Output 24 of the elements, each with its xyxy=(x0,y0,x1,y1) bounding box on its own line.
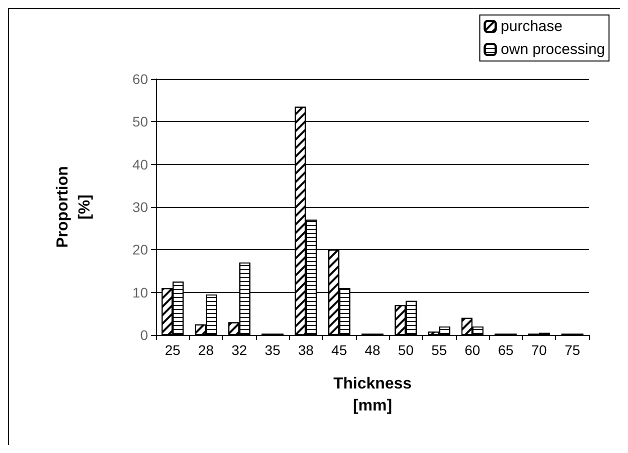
y-tick-label: 50 xyxy=(132,114,148,130)
y-tick-label: 0 xyxy=(140,327,148,343)
x-tick-label: 60 xyxy=(464,342,480,358)
x-tick-label: 25 xyxy=(164,342,181,358)
x-tick-label: 48 xyxy=(364,342,380,358)
y-tick-label: 40 xyxy=(132,156,148,172)
x-tick-label: 50 xyxy=(398,342,414,358)
x-tick-label: 38 xyxy=(298,342,314,358)
x-axis-title: Thickness [mm] xyxy=(333,376,412,414)
legend-label: purchase xyxy=(500,18,562,35)
legend-label: own processing xyxy=(500,41,606,58)
x-tick-label: 55 xyxy=(431,342,448,358)
x-tick-label: 65 xyxy=(498,342,514,358)
y-tick-label: 10 xyxy=(132,284,148,300)
y-axis-title: Proportion [%] xyxy=(54,166,94,248)
x-tick-label: 45 xyxy=(331,342,348,358)
y-tick-label: 60 xyxy=(132,71,148,87)
x-tick-label: 32 xyxy=(231,342,248,358)
x-tick-label: 28 xyxy=(198,342,214,358)
x-tick-label: 70 xyxy=(531,342,548,358)
y-tick-label: 30 xyxy=(132,199,148,215)
x-tick-label: 75 xyxy=(564,342,580,358)
y-tick-label: 20 xyxy=(132,242,148,258)
x-tick-label: 35 xyxy=(264,342,281,358)
